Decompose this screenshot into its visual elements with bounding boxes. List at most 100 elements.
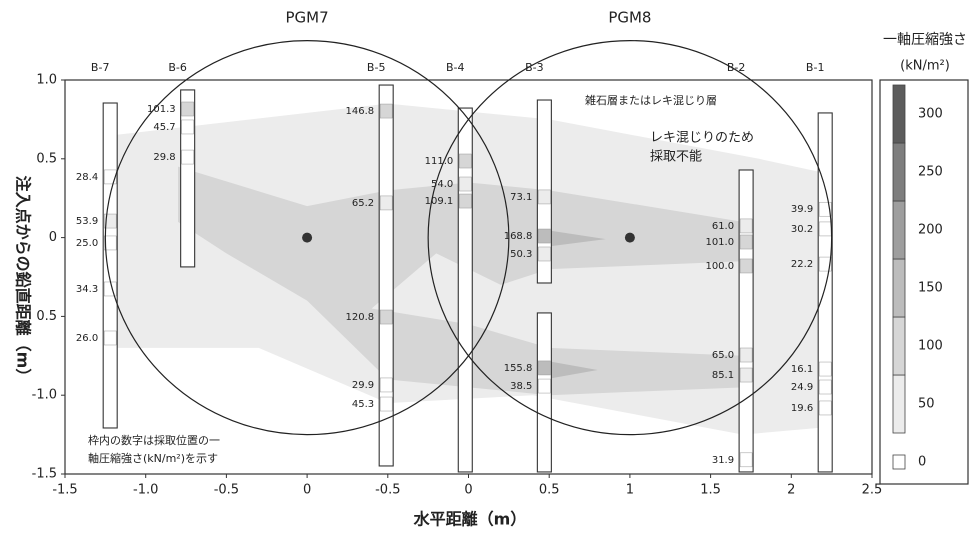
colorbar-swatch bbox=[892, 142, 906, 202]
borehole bbox=[738, 169, 754, 473]
colorbar-tick-label: 0 bbox=[918, 455, 926, 470]
x-tick-label: 0.5 bbox=[539, 483, 560, 498]
sample bbox=[379, 309, 393, 325]
x-tick-label: 0 bbox=[464, 483, 472, 498]
sample bbox=[818, 400, 832, 416]
borehole bbox=[817, 112, 833, 473]
borehole bbox=[102, 102, 118, 429]
sample-label: 16.1 bbox=[791, 364, 813, 375]
y-tick-label: 1.0 bbox=[36, 73, 57, 88]
sample bbox=[181, 119, 194, 135]
colorbar-swatch bbox=[892, 374, 906, 434]
sample bbox=[181, 149, 194, 165]
sample bbox=[181, 101, 194, 117]
contour-region bbox=[177, 166, 743, 396]
colorbar-tick-label: 200 bbox=[918, 223, 943, 238]
sample-label: 50.3 bbox=[510, 249, 532, 260]
annotation: 採取不能 bbox=[650, 150, 702, 165]
annotation: 軸圧縮強さ(kN/m²)を示す bbox=[88, 451, 218, 465]
colorbar-swatch bbox=[892, 84, 906, 144]
sample-label: 101.3 bbox=[147, 104, 176, 115]
sample bbox=[739, 452, 753, 468]
sample-label: 101.0 bbox=[705, 237, 734, 248]
sample-label: 65.0 bbox=[712, 350, 734, 361]
sample bbox=[379, 195, 393, 211]
annotation: 雑石層またはレキ混じり層 bbox=[585, 93, 717, 107]
sample bbox=[538, 228, 551, 244]
sample bbox=[739, 234, 753, 250]
annotation: レキ混じりのため bbox=[650, 131, 754, 146]
colorbar-tick-label: 150 bbox=[918, 281, 943, 296]
x-tick-label: 0 bbox=[303, 483, 311, 498]
sample-label: 53.9 bbox=[76, 216, 98, 227]
borehole-label: B-4 bbox=[446, 61, 465, 74]
x-tick-label: -0.5 bbox=[214, 483, 239, 498]
contour-region bbox=[544, 360, 598, 380]
borehole-label: B-5 bbox=[367, 61, 386, 74]
borehole-label: B-6 bbox=[168, 61, 187, 74]
borehole-label: B-7 bbox=[91, 61, 110, 74]
sample bbox=[818, 361, 832, 377]
borehole-label: B-1 bbox=[806, 61, 825, 74]
sample bbox=[739, 367, 753, 383]
annotation: 枠内の数字は採取位置の一 bbox=[88, 433, 220, 447]
y-tick-label: 0 bbox=[49, 230, 57, 245]
sample bbox=[538, 360, 551, 376]
sample bbox=[538, 246, 551, 262]
y-tick-label: -1.5 bbox=[32, 467, 57, 482]
sample bbox=[103, 169, 117, 185]
sample-label: 45.7 bbox=[153, 122, 175, 133]
colorbar-frame bbox=[879, 79, 969, 485]
colorbar-unit: (kN/m²) bbox=[900, 59, 950, 74]
sample-label: 24.9 bbox=[791, 382, 813, 393]
injection-label: PGM7 bbox=[286, 9, 329, 27]
colorbar-swatch bbox=[892, 316, 906, 376]
overlay-layer: -1.5 -1.0 -0.5 0 -0.5 0 0.5 1 1.5 2 2.5 1.0 0.5 0 0.5 -… bbox=[32, 9, 883, 498]
sample bbox=[818, 201, 832, 217]
sample-label: 28.4 bbox=[76, 172, 98, 183]
sample-label: 111.0 bbox=[425, 156, 454, 167]
colorbar-title: 一軸圧縮強さ bbox=[883, 32, 967, 48]
y-axis-label: 注入点からの鉛直距離（m） bbox=[14, 176, 33, 385]
sample bbox=[103, 330, 117, 346]
injection-label: PGM8 bbox=[608, 9, 651, 27]
injection-point bbox=[624, 232, 635, 243]
sample-label: 26.0 bbox=[76, 333, 98, 344]
sample-label: 155.8 bbox=[504, 363, 533, 374]
colorbar-tick-label: 50 bbox=[918, 397, 935, 412]
x-tick-label: -1.5 bbox=[52, 483, 77, 498]
sample bbox=[818, 221, 832, 237]
sample bbox=[459, 176, 472, 192]
colorbar-tick-label: 300 bbox=[918, 107, 943, 122]
sample-label: 61.0 bbox=[712, 221, 734, 232]
sample-label: 45.3 bbox=[352, 399, 374, 410]
sample-label: 168.8 bbox=[504, 231, 533, 242]
sample bbox=[379, 396, 393, 412]
borehole-label: B-2 bbox=[727, 61, 746, 74]
sample bbox=[103, 213, 117, 229]
sample-label: 54.0 bbox=[431, 179, 453, 190]
influence-circle bbox=[104, 40, 510, 436]
y-tick-label: 0.5 bbox=[36, 309, 57, 324]
sample bbox=[739, 347, 753, 363]
sample bbox=[818, 256, 832, 272]
sample-label: 29.8 bbox=[153, 152, 175, 163]
sample bbox=[739, 258, 753, 274]
sample bbox=[818, 379, 832, 395]
sample bbox=[459, 153, 472, 169]
y-tick-label: 0.5 bbox=[36, 151, 57, 166]
x-tick-label: 2.5 bbox=[862, 483, 883, 498]
sample bbox=[538, 189, 551, 205]
x-tick-label: 2 bbox=[787, 483, 795, 498]
sample-label: 146.8 bbox=[346, 106, 375, 117]
sample bbox=[459, 193, 472, 209]
sample bbox=[538, 378, 551, 394]
colorbar-tick-label: 250 bbox=[918, 165, 943, 180]
sample bbox=[103, 235, 117, 251]
x-axis-label: 水平距離（m） bbox=[413, 510, 527, 529]
sample-label: 85.1 bbox=[712, 370, 734, 381]
borehole bbox=[180, 89, 196, 268]
y-tick-label: -1.0 bbox=[32, 388, 57, 403]
sample-label: 22.2 bbox=[791, 259, 813, 270]
